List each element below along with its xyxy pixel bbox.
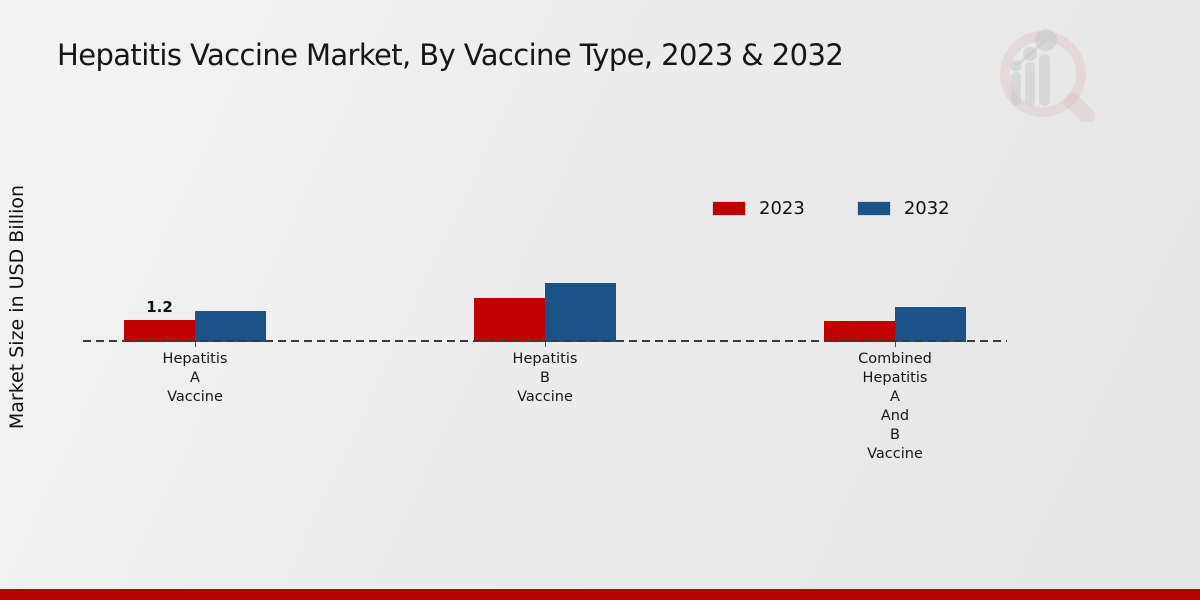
x-axis-tick	[544, 342, 546, 347]
category-label: Hepatitis B Vaccine	[512, 351, 578, 405]
legend-swatch-2023	[712, 201, 746, 216]
market-research-logo-icon	[993, 26, 1103, 124]
category-label: Combined Hepatitis A And B Vaccine	[858, 351, 932, 462]
legend-swatch-2032	[856, 201, 891, 216]
category-label: Hepatitis A Vaccine	[162, 351, 228, 405]
legend: 2023 2032	[712, 198, 950, 219]
legend-label-2023: 2023	[759, 198, 805, 219]
bar-2023-category-0[interactable]	[124, 320, 195, 342]
bar-2023-category-1[interactable]	[474, 298, 545, 342]
bar-2032-category-2[interactable]	[895, 307, 966, 342]
legend-label-2032: 2032	[903, 198, 950, 219]
x-axis-tick	[894, 342, 896, 347]
footer-accent-bar	[0, 589, 1200, 600]
bar-2023-category-2[interactable]	[824, 320, 895, 342]
legend-item-2032[interactable]: 2032	[856, 198, 950, 219]
legend-item-2023[interactable]: 2023	[712, 198, 805, 219]
chart-title: Hepatitis Vaccine Market, By Vaccine Typ…	[57, 38, 844, 72]
bar-value-label: 1.2	[146, 298, 173, 317]
bar-2032-category-1[interactable]	[545, 283, 616, 342]
x-axis-tick	[194, 342, 196, 347]
bar-2032-category-0[interactable]	[195, 310, 266, 342]
x-axis-baseline	[83, 340, 1007, 342]
